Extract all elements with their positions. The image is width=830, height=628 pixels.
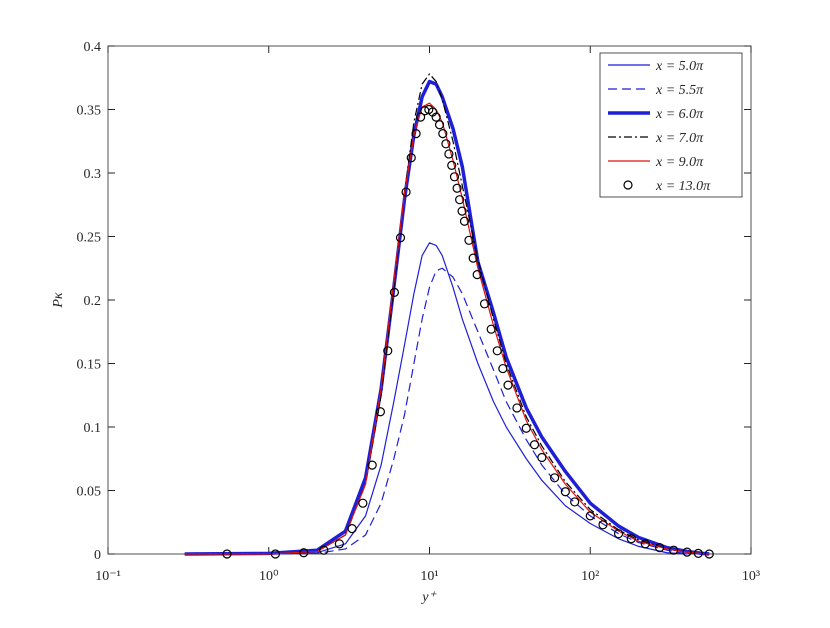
data-point [319, 545, 329, 555]
data-point [401, 187, 411, 197]
data-point [669, 545, 679, 555]
data-point [654, 543, 665, 553]
data-point [411, 129, 421, 139]
data-point [334, 539, 344, 549]
y-tick-label: 0.05 [77, 485, 102, 500]
data-point [375, 407, 386, 417]
data-point [358, 498, 368, 508]
data-point [270, 549, 281, 559]
data-point [447, 160, 457, 170]
data-point [472, 270, 482, 280]
data-point [498, 363, 508, 374]
data-point [560, 487, 570, 497]
data-point [682, 547, 692, 557]
y-tick-label: 0.25 [77, 231, 102, 246]
y-axis-label: Pκ [51, 292, 66, 309]
legend-label: x = 6.0π [655, 107, 704, 122]
data-point [455, 195, 465, 205]
x-tick-label: 10¹ [420, 569, 438, 584]
data-point [459, 216, 470, 226]
x-tick-label: 10⁰ [259, 569, 279, 584]
data-point [299, 548, 309, 558]
y-tick-label: 0.2 [84, 294, 102, 309]
data-point [537, 452, 547, 463]
y-tick-label: 0.15 [77, 358, 102, 373]
data-point [468, 253, 478, 263]
data-point [347, 523, 357, 534]
data-point [512, 403, 522, 413]
data-point [406, 153, 416, 163]
data-point [626, 534, 636, 544]
series-line [184, 242, 688, 555]
series-line [184, 73, 710, 555]
data-point [549, 473, 560, 483]
legend-label: x = 5.5π [655, 83, 704, 98]
data-point [367, 460, 377, 470]
data-point [222, 549, 232, 559]
legend-box [599, 52, 743, 198]
data-point [434, 120, 445, 130]
y-tick-label: 0.1 [84, 421, 102, 436]
x-axis-label: y⁺ [420, 590, 437, 605]
data-point [415, 112, 426, 122]
data-point [395, 233, 406, 243]
y-tick-label: 0.3 [84, 167, 102, 182]
data-point [389, 287, 400, 297]
data-point [449, 172, 460, 182]
x-tick-label: 10³ [742, 569, 760, 584]
y-tick-label: 0.4 [84, 40, 102, 55]
data-point [444, 149, 454, 159]
data-point [431, 112, 441, 122]
data-point [452, 183, 462, 193]
data-point [464, 235, 474, 245]
data-point [438, 129, 448, 139]
y-tick-label: 0 [94, 548, 101, 563]
legend-label: x = 5.0π [655, 59, 704, 74]
data-point [492, 346, 502, 356]
x-tick-label: 10⁻¹ [95, 569, 121, 584]
data-point [704, 549, 714, 559]
data-point [486, 324, 496, 334]
y-tick-label: 0.35 [77, 104, 102, 119]
legend-label: x = 9.0π [655, 155, 704, 170]
legend-label: x = 7.0π [655, 131, 704, 146]
data-point [598, 520, 608, 530]
data-point [640, 539, 650, 549]
data-point [383, 346, 393, 356]
data-point [457, 206, 467, 216]
data-point [693, 548, 703, 558]
data-point [529, 440, 540, 450]
legend-label: x = 13.0π [655, 179, 711, 194]
data-point [613, 529, 624, 539]
data-point [570, 497, 580, 507]
data-point [585, 511, 595, 521]
data-point [521, 423, 531, 433]
x-tick-label: 10² [581, 569, 599, 584]
data-point [503, 380, 513, 390]
data-point [479, 299, 490, 309]
data-point [441, 139, 451, 149]
legend-marker [623, 180, 633, 190]
